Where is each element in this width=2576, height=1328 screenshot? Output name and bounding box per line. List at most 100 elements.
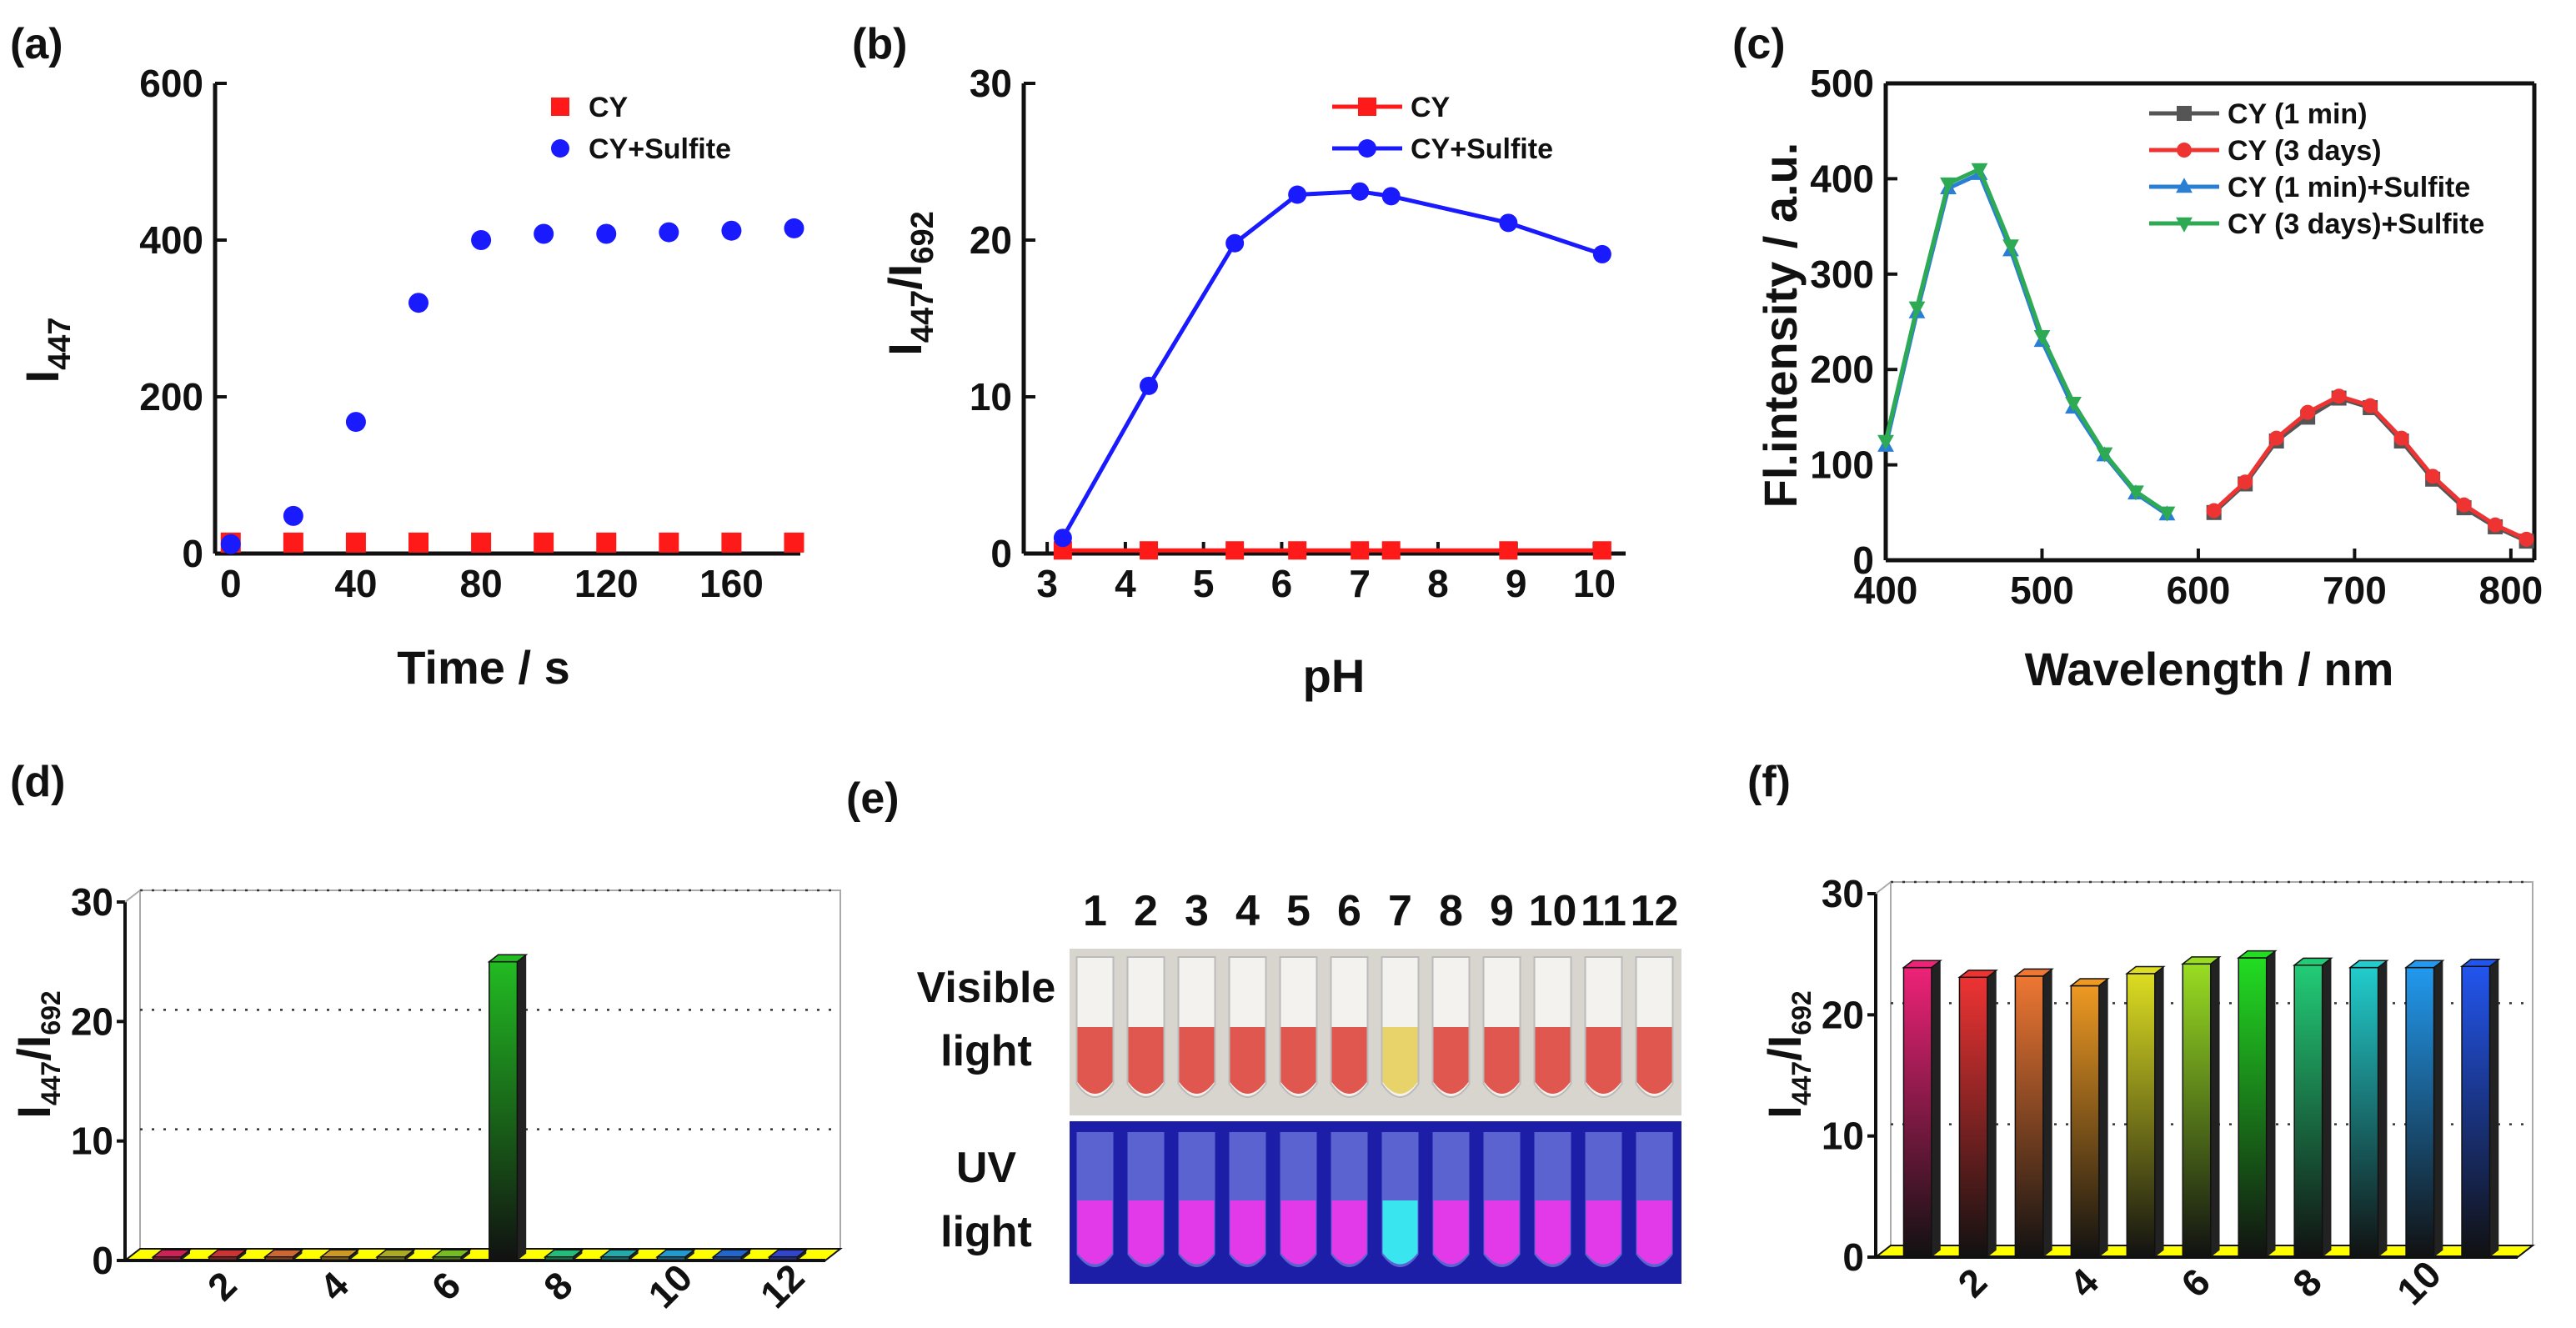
y-tick-label: 20 — [970, 218, 1012, 262]
bar-top — [207, 1249, 248, 1258]
data-point — [1225, 541, 1245, 560]
data-point — [1908, 301, 1926, 317]
legend-label: CY (3 days) — [2228, 135, 2382, 167]
x-tick-label: 8 — [1427, 562, 1449, 605]
data-point — [721, 532, 742, 553]
bar-top — [2125, 965, 2166, 975]
vial-visible-liquid — [1331, 1027, 1367, 1094]
data-point — [2096, 447, 2113, 463]
x-tick-label: 10 — [639, 1255, 700, 1316]
bar-side — [2154, 966, 2164, 1257]
bar-top — [2069, 978, 2110, 987]
legend-marker — [2177, 143, 2192, 158]
bar-top — [319, 1249, 360, 1258]
legend-label: CY (1 min) — [2228, 98, 2368, 130]
y-tick-label: 30 — [71, 880, 113, 924]
x-tick-label: 160 — [699, 562, 764, 605]
panel-e-label: (e) — [846, 774, 900, 823]
bar-side — [2098, 979, 2108, 1257]
data-point — [784, 532, 804, 553]
vial-number: 6 — [1337, 887, 1361, 935]
x-tick-label: 8 — [535, 1263, 581, 1309]
bar — [2182, 963, 2212, 1258]
visible-light-label-1: Visible — [917, 964, 1056, 1012]
bar-top — [2348, 960, 2389, 969]
vial-number: 3 — [1185, 887, 1209, 935]
bar-side — [2322, 958, 2332, 1257]
bar-side — [461, 1250, 470, 1260]
data-point — [1288, 541, 1307, 560]
legend-marker — [551, 98, 569, 116]
legend-marker — [2176, 178, 2193, 193]
y-tick-label: 20 — [71, 1000, 113, 1043]
panel-b-xlabel: pH — [1303, 649, 1366, 702]
data-point — [596, 532, 617, 553]
panel-a: (a) 0 40 80 120 160 0 200 400 600 CY CY+Sulfite T… — [10, 20, 804, 694]
data-point — [1877, 434, 1894, 450]
data-point — [1053, 541, 1072, 560]
bar — [2293, 964, 2323, 1258]
data-point — [1499, 213, 1518, 233]
bar-side — [405, 1250, 414, 1260]
vial-uv-liquid — [1484, 1200, 1520, 1265]
bar-side — [237, 1250, 247, 1260]
legend-label: CY+Sulfite — [589, 133, 731, 165]
x-tick-label: 10 — [1573, 562, 1616, 605]
bar-top — [2237, 950, 2278, 959]
data-point — [283, 532, 303, 553]
bar-top — [151, 1249, 193, 1258]
data-point — [1140, 376, 1159, 395]
data-point — [1140, 541, 1159, 560]
data-point — [2127, 485, 2144, 501]
data-point — [220, 534, 241, 554]
x-tick-label: 9 — [1506, 562, 1527, 605]
y-tick-label: 0 — [990, 532, 1012, 575]
data-point — [408, 293, 429, 313]
vial-number: 2 — [1134, 887, 1158, 935]
vial-uv-liquid — [1535, 1200, 1571, 1265]
vial-uv-liquid — [1586, 1200, 1621, 1265]
bar-top — [655, 1249, 696, 1258]
vial-visible-liquid — [1230, 1027, 1265, 1094]
y-tick-label: 200 — [139, 375, 203, 418]
bar-side — [293, 1250, 303, 1260]
side-wall-edge — [1875, 881, 1892, 895]
bar — [2014, 975, 2044, 1258]
x-tick-label: 5 — [1193, 562, 1215, 605]
legend-label: CY — [589, 92, 629, 123]
y-tick-label: 30 — [970, 62, 1012, 105]
vial-uv-liquid — [1230, 1200, 1265, 1265]
bar-top — [543, 1249, 584, 1258]
data-point — [2002, 239, 2019, 255]
data-point — [283, 505, 303, 526]
bar-top — [599, 1249, 640, 1258]
data-point — [784, 218, 804, 238]
bar-side — [517, 955, 527, 1260]
bar-side — [629, 1250, 639, 1260]
x-tick-label: 2 — [1949, 1260, 1995, 1305]
bar-side — [181, 1250, 190, 1260]
vial-number: 10 — [1529, 887, 1577, 935]
bar — [2126, 973, 2156, 1258]
panel-c-label: (c) — [1732, 20, 1786, 68]
panel-c-ylabel: Fl.intensity / a.u. — [1754, 143, 1807, 509]
vial-uv-liquid — [1179, 1200, 1215, 1265]
bar-side — [573, 1250, 583, 1260]
panel-e: (e) 1 2 3 4 5 6 7 8 9 10 11 12 Visible light UV lig… — [846, 774, 1681, 1284]
panel-c-xlabel: Wavelength / nm — [2025, 643, 2394, 695]
data-point — [1053, 529, 1072, 548]
data-point — [2158, 506, 2176, 522]
vial-uv-liquid — [1077, 1200, 1113, 1265]
x-tick-label: 12 — [752, 1255, 813, 1316]
x-tick-label: 3 — [1036, 562, 1058, 605]
vial-number: 12 — [1631, 887, 1679, 935]
x-tick-label: 700 — [2323, 569, 2387, 612]
legend-marker — [2176, 217, 2193, 233]
panel-d-label: (d) — [10, 758, 65, 806]
vial-visible-liquid — [1535, 1027, 1571, 1094]
data-point — [2300, 404, 2316, 420]
x-tick-label: 6 — [1271, 562, 1293, 605]
data-point — [2238, 474, 2253, 490]
data-point — [1940, 177, 1957, 193]
bar-side — [797, 1250, 807, 1260]
